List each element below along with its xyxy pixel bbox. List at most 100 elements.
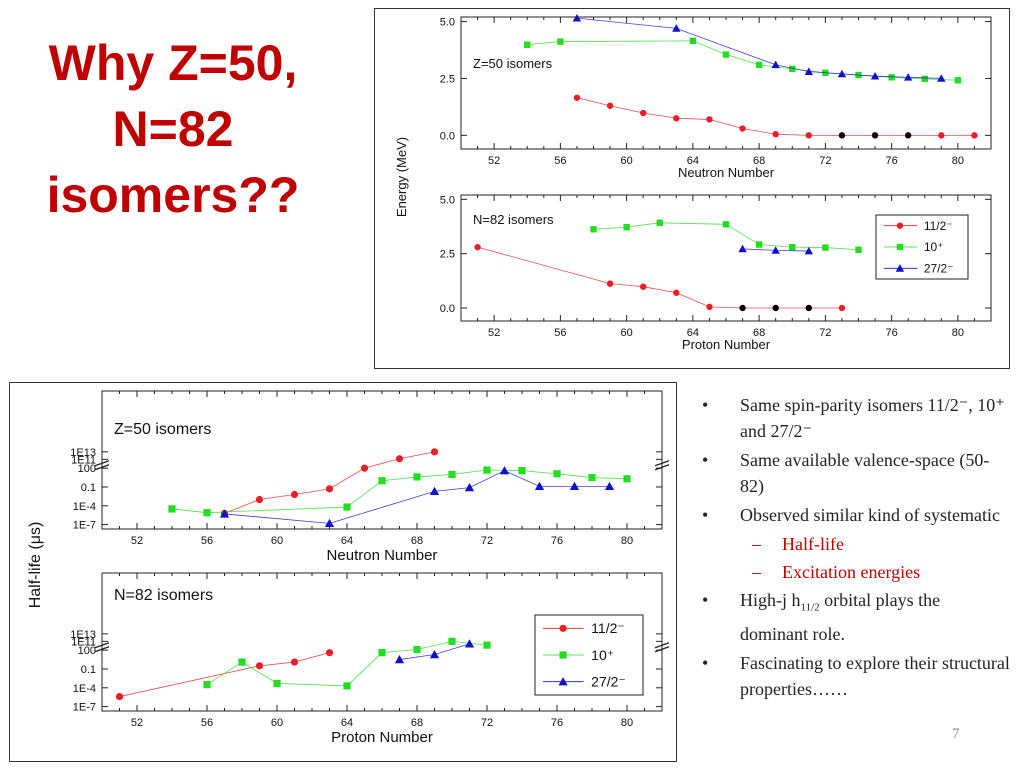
data-point-circle xyxy=(360,464,369,472)
panel-annotation: Z=50 isomers xyxy=(473,56,553,71)
x-tick-label: 52 xyxy=(131,535,143,547)
x-tick-label: 80 xyxy=(621,535,633,547)
series-line xyxy=(119,652,330,697)
data-point-square xyxy=(168,505,176,513)
data-point-circle xyxy=(838,304,846,312)
data-point-square xyxy=(896,243,904,251)
x-tick-label: 68 xyxy=(753,327,765,339)
x-tick-label: 68 xyxy=(411,717,423,729)
series-line xyxy=(224,470,610,524)
plot-frame xyxy=(101,390,663,530)
x-tick-label: 72 xyxy=(819,327,831,339)
y-tick-label: 1E11 xyxy=(71,636,96,648)
axis-break-mark xyxy=(654,642,670,653)
data-point-circle xyxy=(290,490,299,499)
data-point-triangle xyxy=(429,649,440,659)
data-point-triangle xyxy=(738,244,747,253)
data-point-square xyxy=(413,473,421,481)
data-point-square xyxy=(518,467,526,475)
data-point-square xyxy=(483,641,491,649)
data-point-circle xyxy=(673,115,680,122)
data-point-square xyxy=(203,509,211,517)
data-point-triangle xyxy=(895,264,905,272)
x-tick-label: 56 xyxy=(554,155,566,167)
axis-break-mark xyxy=(94,642,110,653)
legend-label: 10⁺ xyxy=(591,647,614,663)
data-point-square xyxy=(689,37,697,45)
data-point-circle xyxy=(871,132,879,139)
legend-label: 27/2⁻ xyxy=(591,674,626,690)
halflife-chart: 52 56 60 64 68 72 76 801E-71E-40.11001E111E13Ne… xyxy=(27,390,670,746)
y-tick-label: 0.1 xyxy=(81,664,96,676)
series-line xyxy=(206,640,488,687)
x-axis-label: Neutron Number xyxy=(327,547,438,564)
x-tick-label: 76 xyxy=(886,155,898,167)
panel-annotation: N=82 isomers xyxy=(473,212,554,227)
data-point-circle xyxy=(904,132,912,139)
x-tick-label: 72 xyxy=(819,155,831,167)
y-tick-label: 0.1 xyxy=(81,482,96,494)
y-tick-label: 5.0 xyxy=(440,194,455,206)
data-point-triangle xyxy=(672,24,681,32)
y-axis-label: Half-life (μs) xyxy=(27,522,44,609)
data-point-circle xyxy=(474,243,481,251)
data-point-square xyxy=(722,221,730,228)
bullet-list: Same spin-parity isomers 11/2⁻, 10⁺ and … xyxy=(700,392,1010,705)
data-point-square xyxy=(203,681,211,689)
data-point-square xyxy=(378,477,386,485)
data-point-triangle xyxy=(771,60,780,69)
data-point-square xyxy=(378,649,386,657)
data-point-triangle xyxy=(604,481,615,491)
x-tick-label: 56 xyxy=(554,327,566,339)
data-point-circle xyxy=(255,495,264,504)
data-point-circle xyxy=(430,448,439,456)
data-point-circle xyxy=(115,692,124,701)
data-point-square xyxy=(590,226,597,233)
y-tick-label: 1E-4 xyxy=(73,501,96,513)
bullet-item: Same available valence-space (50-82) xyxy=(700,447,1010,499)
chart-energy-top: 52 56 60 64 68 72 76 80 0.0 2.5 5.0 Neutron Number Z… xyxy=(440,13,992,180)
data-point-circle xyxy=(838,132,846,139)
data-point-triangle xyxy=(804,67,814,75)
bullet-item: Fascinating to explore their structural … xyxy=(700,650,1010,702)
bullet-text-suffix: orbital plays the dominant role. xyxy=(740,590,941,644)
data-point-square xyxy=(448,637,456,645)
x-tick-label: 60 xyxy=(271,535,283,547)
data-point-circle xyxy=(639,109,647,117)
data-point-triangle xyxy=(324,518,335,528)
y-tick-label: 2.5 xyxy=(440,249,455,261)
legend-label: 10⁺ xyxy=(924,240,944,254)
data-point-square xyxy=(553,470,561,478)
data-point-circle xyxy=(706,303,713,311)
x-tick-label: 76 xyxy=(886,327,898,339)
data-point-triangle xyxy=(394,654,405,664)
data-point-triangle xyxy=(499,466,510,475)
x-tick-label: 80 xyxy=(952,327,964,339)
x-tick-label: 68 xyxy=(411,535,423,547)
x-tick-label: 80 xyxy=(952,155,964,167)
data-point-square xyxy=(755,241,763,248)
data-point-square xyxy=(789,65,796,73)
data-point-square xyxy=(855,246,862,253)
bullet-item: Observed similar kind of systematic xyxy=(700,502,1010,528)
x-tick-label: 80 xyxy=(621,717,633,729)
data-point-square xyxy=(273,679,281,687)
x-axis-label: Proton Number xyxy=(331,729,433,746)
x-tick-label: 64 xyxy=(687,155,699,167)
data-point-square xyxy=(238,658,246,666)
x-axis-label: Neutron Number xyxy=(678,165,775,180)
data-point-circle xyxy=(739,125,746,132)
data-point-square xyxy=(755,61,763,68)
data-point-circle xyxy=(805,304,813,312)
x-tick-label: 72 xyxy=(481,717,493,729)
x-tick-label: 52 xyxy=(131,717,143,729)
x-tick-label: 60 xyxy=(621,327,633,339)
sub-bullet-item: Excitation energies xyxy=(700,559,1010,585)
data-point-circle xyxy=(938,132,945,139)
data-point-circle xyxy=(559,624,567,632)
data-point-square xyxy=(888,74,895,81)
data-point-square xyxy=(524,41,531,48)
y-tick-label: 1E-7 xyxy=(73,520,96,532)
data-point-square xyxy=(557,38,564,45)
data-point-circle xyxy=(706,116,713,123)
